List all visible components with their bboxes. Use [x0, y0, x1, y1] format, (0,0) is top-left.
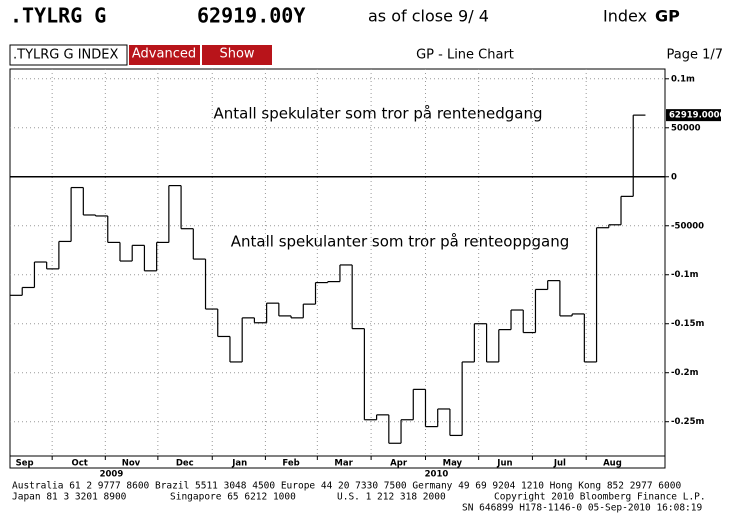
x-tick-label: Jan [231, 459, 247, 469]
index-label: Index [603, 7, 647, 26]
x-tick-label: Aug [603, 459, 622, 469]
x-tick-label: Jun [496, 459, 512, 469]
show-button[interactable] [202, 45, 272, 65]
y-tick-label: -0.15m [671, 319, 704, 329]
x-tick-label: Feb [282, 459, 299, 469]
advanced-button[interactable] [129, 45, 200, 65]
x-tick-label: Mar [334, 459, 353, 469]
last-value-box [666, 109, 721, 122]
y-tick-label: 0.1m [671, 74, 695, 84]
footer-text: Australia 61 2 9777 8600 Brazil 5511 304… [12, 481, 681, 492]
advanced-label: Advanced [132, 47, 196, 62]
price: 62919.00Y [197, 4, 305, 28]
y-tick-label: 0 [671, 172, 677, 182]
x-tick-label: Dec [176, 459, 194, 469]
y-tick-label: -0.25m [671, 417, 704, 427]
y-tick-label: 50000 [671, 123, 701, 133]
security-box[interactable] [9, 44, 128, 66]
close-date: as of close 9/ 4 [368, 7, 489, 26]
plot-frame [9, 68, 666, 469]
x-tick-label: May [443, 459, 463, 469]
y-tick-label: -50000 [671, 221, 704, 231]
footer-text: Singapore 65 6212 1000 [170, 492, 296, 503]
y-tick-label: -0.1m [671, 270, 699, 280]
footer-text: Japan 81 3 3201 8900 [12, 492, 127, 503]
show-label: Show [219, 47, 254, 62]
x-tick-label: Apr [390, 459, 408, 469]
x-tick-label: Nov [122, 459, 141, 469]
annotation: Antall spekulater som tror på rentenedga… [213, 105, 542, 123]
security: .TYLRG G INDEX [13, 48, 118, 63]
x-tick-label: Oct [71, 459, 87, 469]
x-tick-label: Jul [553, 459, 566, 469]
footer-text: U.S. 1 212 318 2000 [337, 492, 446, 503]
page-indicator: Page 1/7 [666, 48, 723, 63]
footer-text: SN 646899 H178-1146-0 05-Sep-2010 16:08:… [462, 503, 702, 514]
function-code: GP [655, 7, 680, 26]
last-value-label: 62919.0000 [669, 111, 726, 121]
year-label: 2009 [100, 470, 124, 480]
annotation: Antall spekulanter som tror på renteoppg… [231, 233, 569, 251]
chart-name: GP - Line Chart [416, 48, 514, 63]
ticker: .TYLRG G [10, 4, 106, 28]
x-tick-label: Sep [16, 459, 34, 469]
y-tick-label: -0.2m [671, 368, 699, 378]
year-label: 2010 [425, 470, 449, 480]
footer-text: Copyright 2010 Bloomberg Finance L.P. [494, 492, 706, 503]
